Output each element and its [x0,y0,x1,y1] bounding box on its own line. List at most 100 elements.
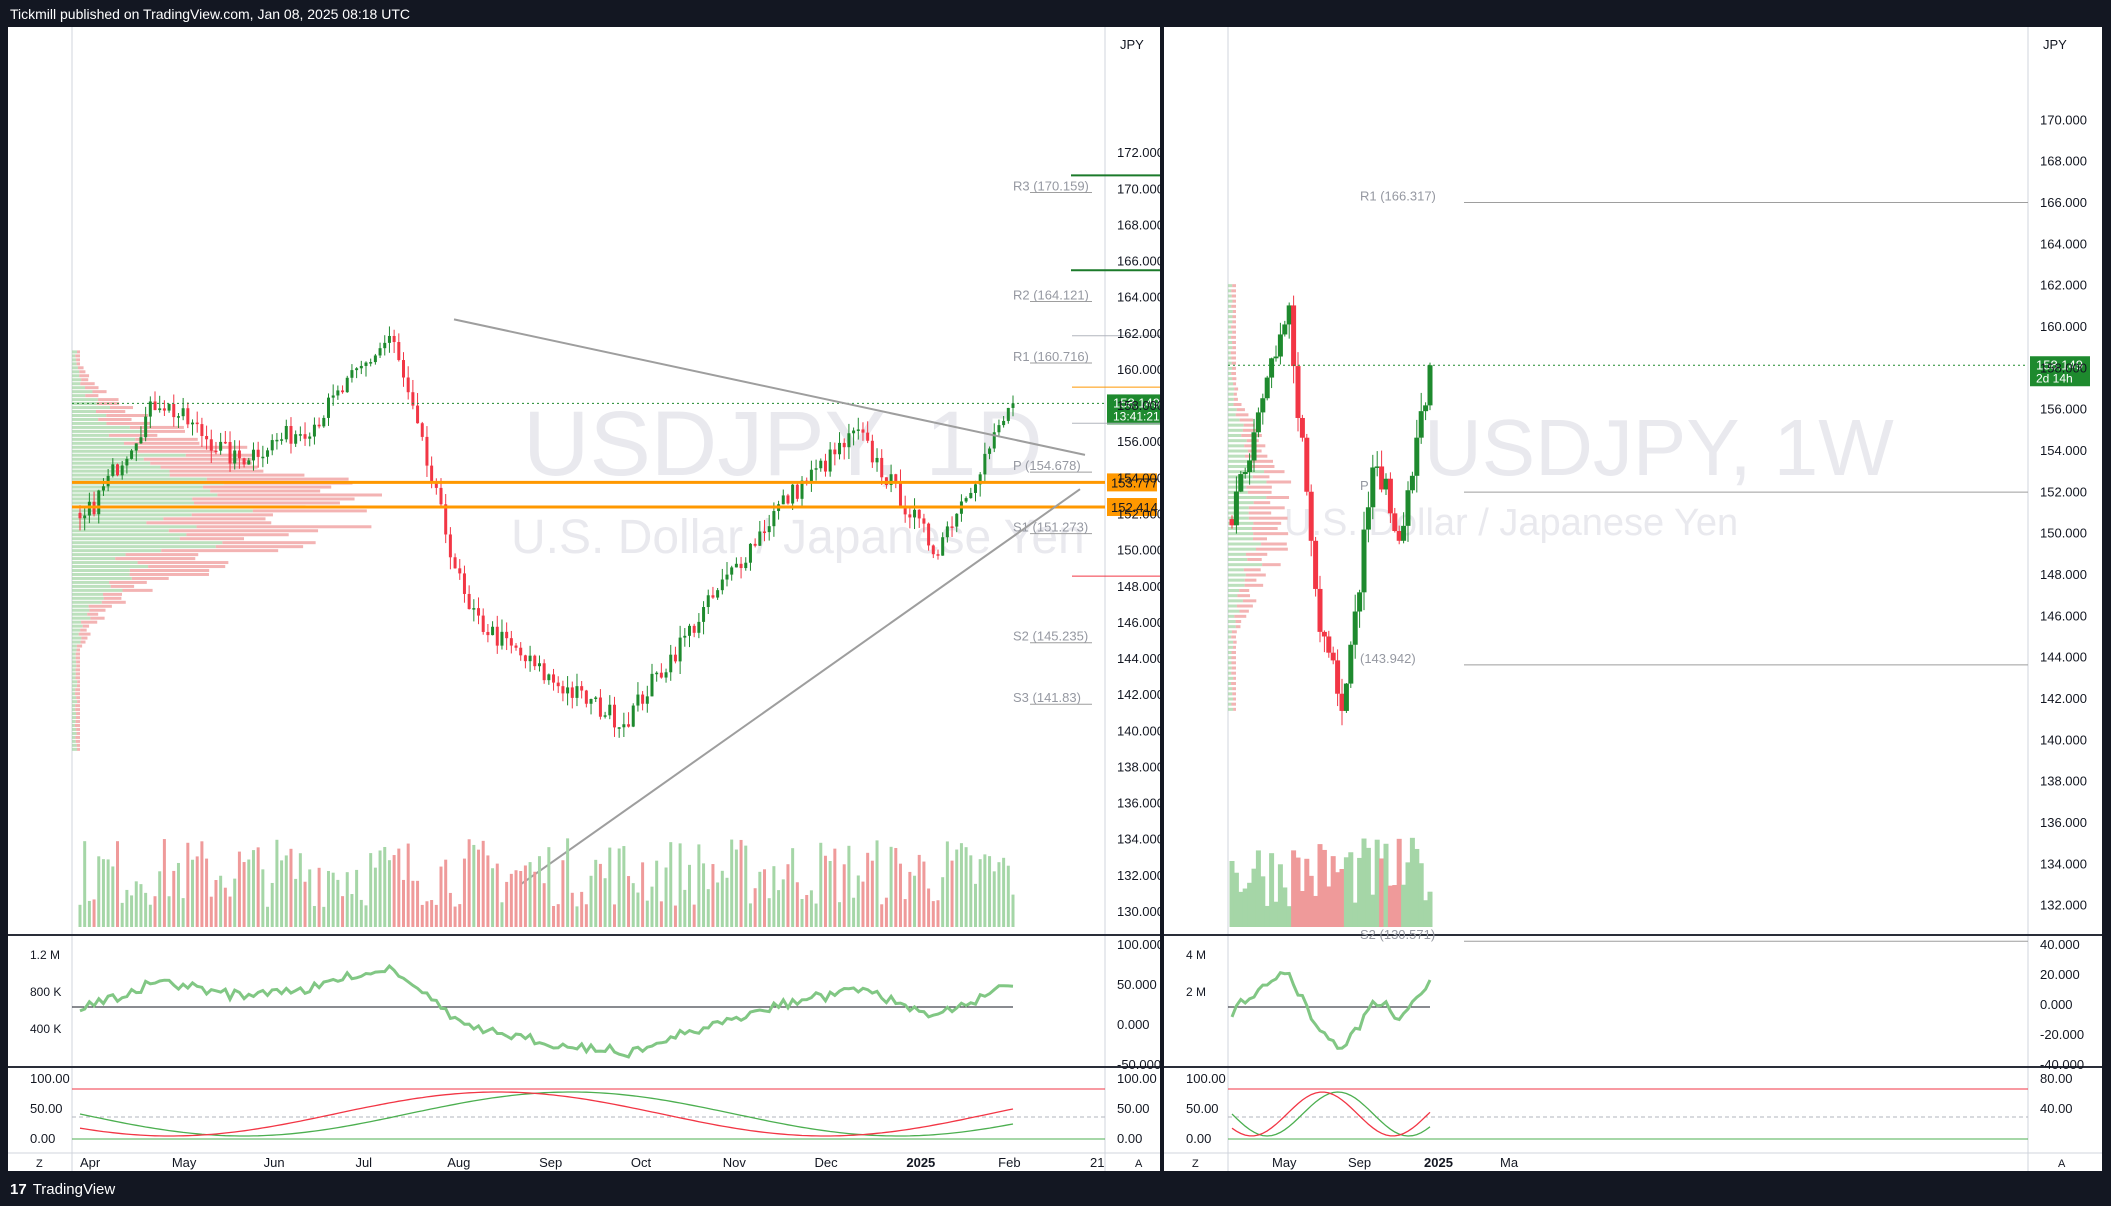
profile-bar-down [76,712,80,716]
candle-body [669,654,673,673]
candle-body [945,526,949,538]
profile-bar-down [1231,635,1236,639]
weekly-chart-svg[interactable]: USDJPY, 1W U.S. Dollar / Japanese Yen 15… [1164,27,2102,1171]
candle-body [537,663,541,667]
profile-bar-down [196,525,372,529]
profile-bar-down [1231,682,1236,685]
oscillator-tick-label: 40.000 [2040,937,2080,952]
candle-body [139,437,143,444]
candle-body [580,686,584,691]
tradingview-footer[interactable]: 17 TradingView [10,1181,115,1198]
profile-bar-down [76,362,80,366]
candle-body [1392,513,1398,531]
volume-bar [397,848,401,927]
profile-bar-down [150,461,252,465]
oscillator-line [79,963,1014,1059]
profile-bar-up [1228,682,1232,685]
profile-bar-up [72,485,203,489]
volume-bar [467,839,471,927]
daily-chart-svg[interactable]: USDJPY, 1D U.S. Dollar / Japanese Yen 15… [8,27,1160,1171]
volume-bar [509,873,513,927]
volume-bar [434,904,438,927]
volume-bar [284,855,288,927]
profile-bar-down [1242,428,1257,432]
profile-bar-up [1228,304,1232,308]
profile-bar-down [1235,620,1242,623]
volume-bar [1313,895,1319,927]
profile-bar-down [1245,573,1266,577]
volume-bar [294,878,298,927]
daily-chart-panel[interactable]: USDJPY, 1D U.S. Dollar / Japanese Yen 15… [8,27,1160,1171]
profile-bar-up [1228,366,1233,370]
volume-bar [261,869,265,927]
candle-body [116,464,120,476]
profile-bar-down [185,453,254,457]
profile-bar-down [1244,578,1257,582]
weekly-chart-panel[interactable]: USDJPY, 1W U.S. Dollar / Japanese Yen 15… [1164,27,2102,1171]
candle-body [1339,693,1345,711]
candle-body [847,433,851,448]
profile-bar-down [186,533,289,537]
candle-body [547,674,551,681]
candle-body [420,423,424,437]
profile-bar-down [109,406,134,410]
candle-body [838,442,842,455]
candle-body [687,625,691,636]
profile-bar-down [1243,568,1261,572]
volume-bar [1295,857,1301,927]
volume-bar [1269,853,1275,927]
volume-bar [814,903,818,927]
profile-bar-down [1231,356,1236,360]
profile-bar-down [193,501,340,505]
volume-profile [72,350,382,751]
profile-bar-up [72,684,77,688]
key-level-value: 152.414 [1111,500,1158,515]
volume-bar [195,856,199,927]
lower-panes: Apr May Jun Jul Aug Sep Oct Nov Dec 2025 Feb 21 Z A 1.… [30,838,1160,1170]
profile-bar-up [1228,558,1248,561]
volume-bar [1383,843,1389,927]
candle-body [973,484,977,493]
volume-bar [181,898,185,927]
profile-bar-up [1228,687,1233,691]
price-tick-label: 140.000 [2040,732,2087,747]
profile-bar-up [1228,630,1232,634]
volume-bar [1255,850,1261,927]
bar-countdown: 2d 14h [2036,371,2073,385]
candle-body [1370,467,1376,508]
profile-bar-down [106,421,151,425]
profile-bar-down [82,624,90,628]
profile-bar-up [1228,707,1234,711]
candle-body [341,390,345,393]
candles [1229,295,1433,726]
candle-body [83,515,87,519]
profile-bar-up [72,417,99,421]
candle-body [1255,412,1261,433]
volume-bar [116,841,120,927]
profile-bar-down [1233,382,1237,386]
profile-bar-down [76,743,80,747]
volume-bar [472,844,476,927]
profile-bar-up [1228,697,1234,701]
candle-body [1269,358,1275,378]
volume-bar [823,855,827,927]
candle-body [430,465,434,482]
price-tick-label: 160.000 [2040,319,2087,334]
candle-body [645,696,649,704]
candle-body [598,697,602,717]
profile-bar-up [1228,310,1233,313]
profile-bar-up [1228,325,1232,329]
profile-bar-up [72,398,98,402]
profile-bar-down [1232,299,1236,303]
candle-body [641,694,645,704]
profile-bar-up [72,489,211,493]
volume-bar [130,895,134,927]
candle-body [458,568,462,574]
volume-bar [763,869,767,927]
candle-body [636,694,640,706]
volume-bar [425,901,429,927]
candle-body [1321,631,1327,637]
profile-bar-down [76,716,80,720]
volume-bar [880,904,884,927]
trendline-lower [519,488,1081,886]
